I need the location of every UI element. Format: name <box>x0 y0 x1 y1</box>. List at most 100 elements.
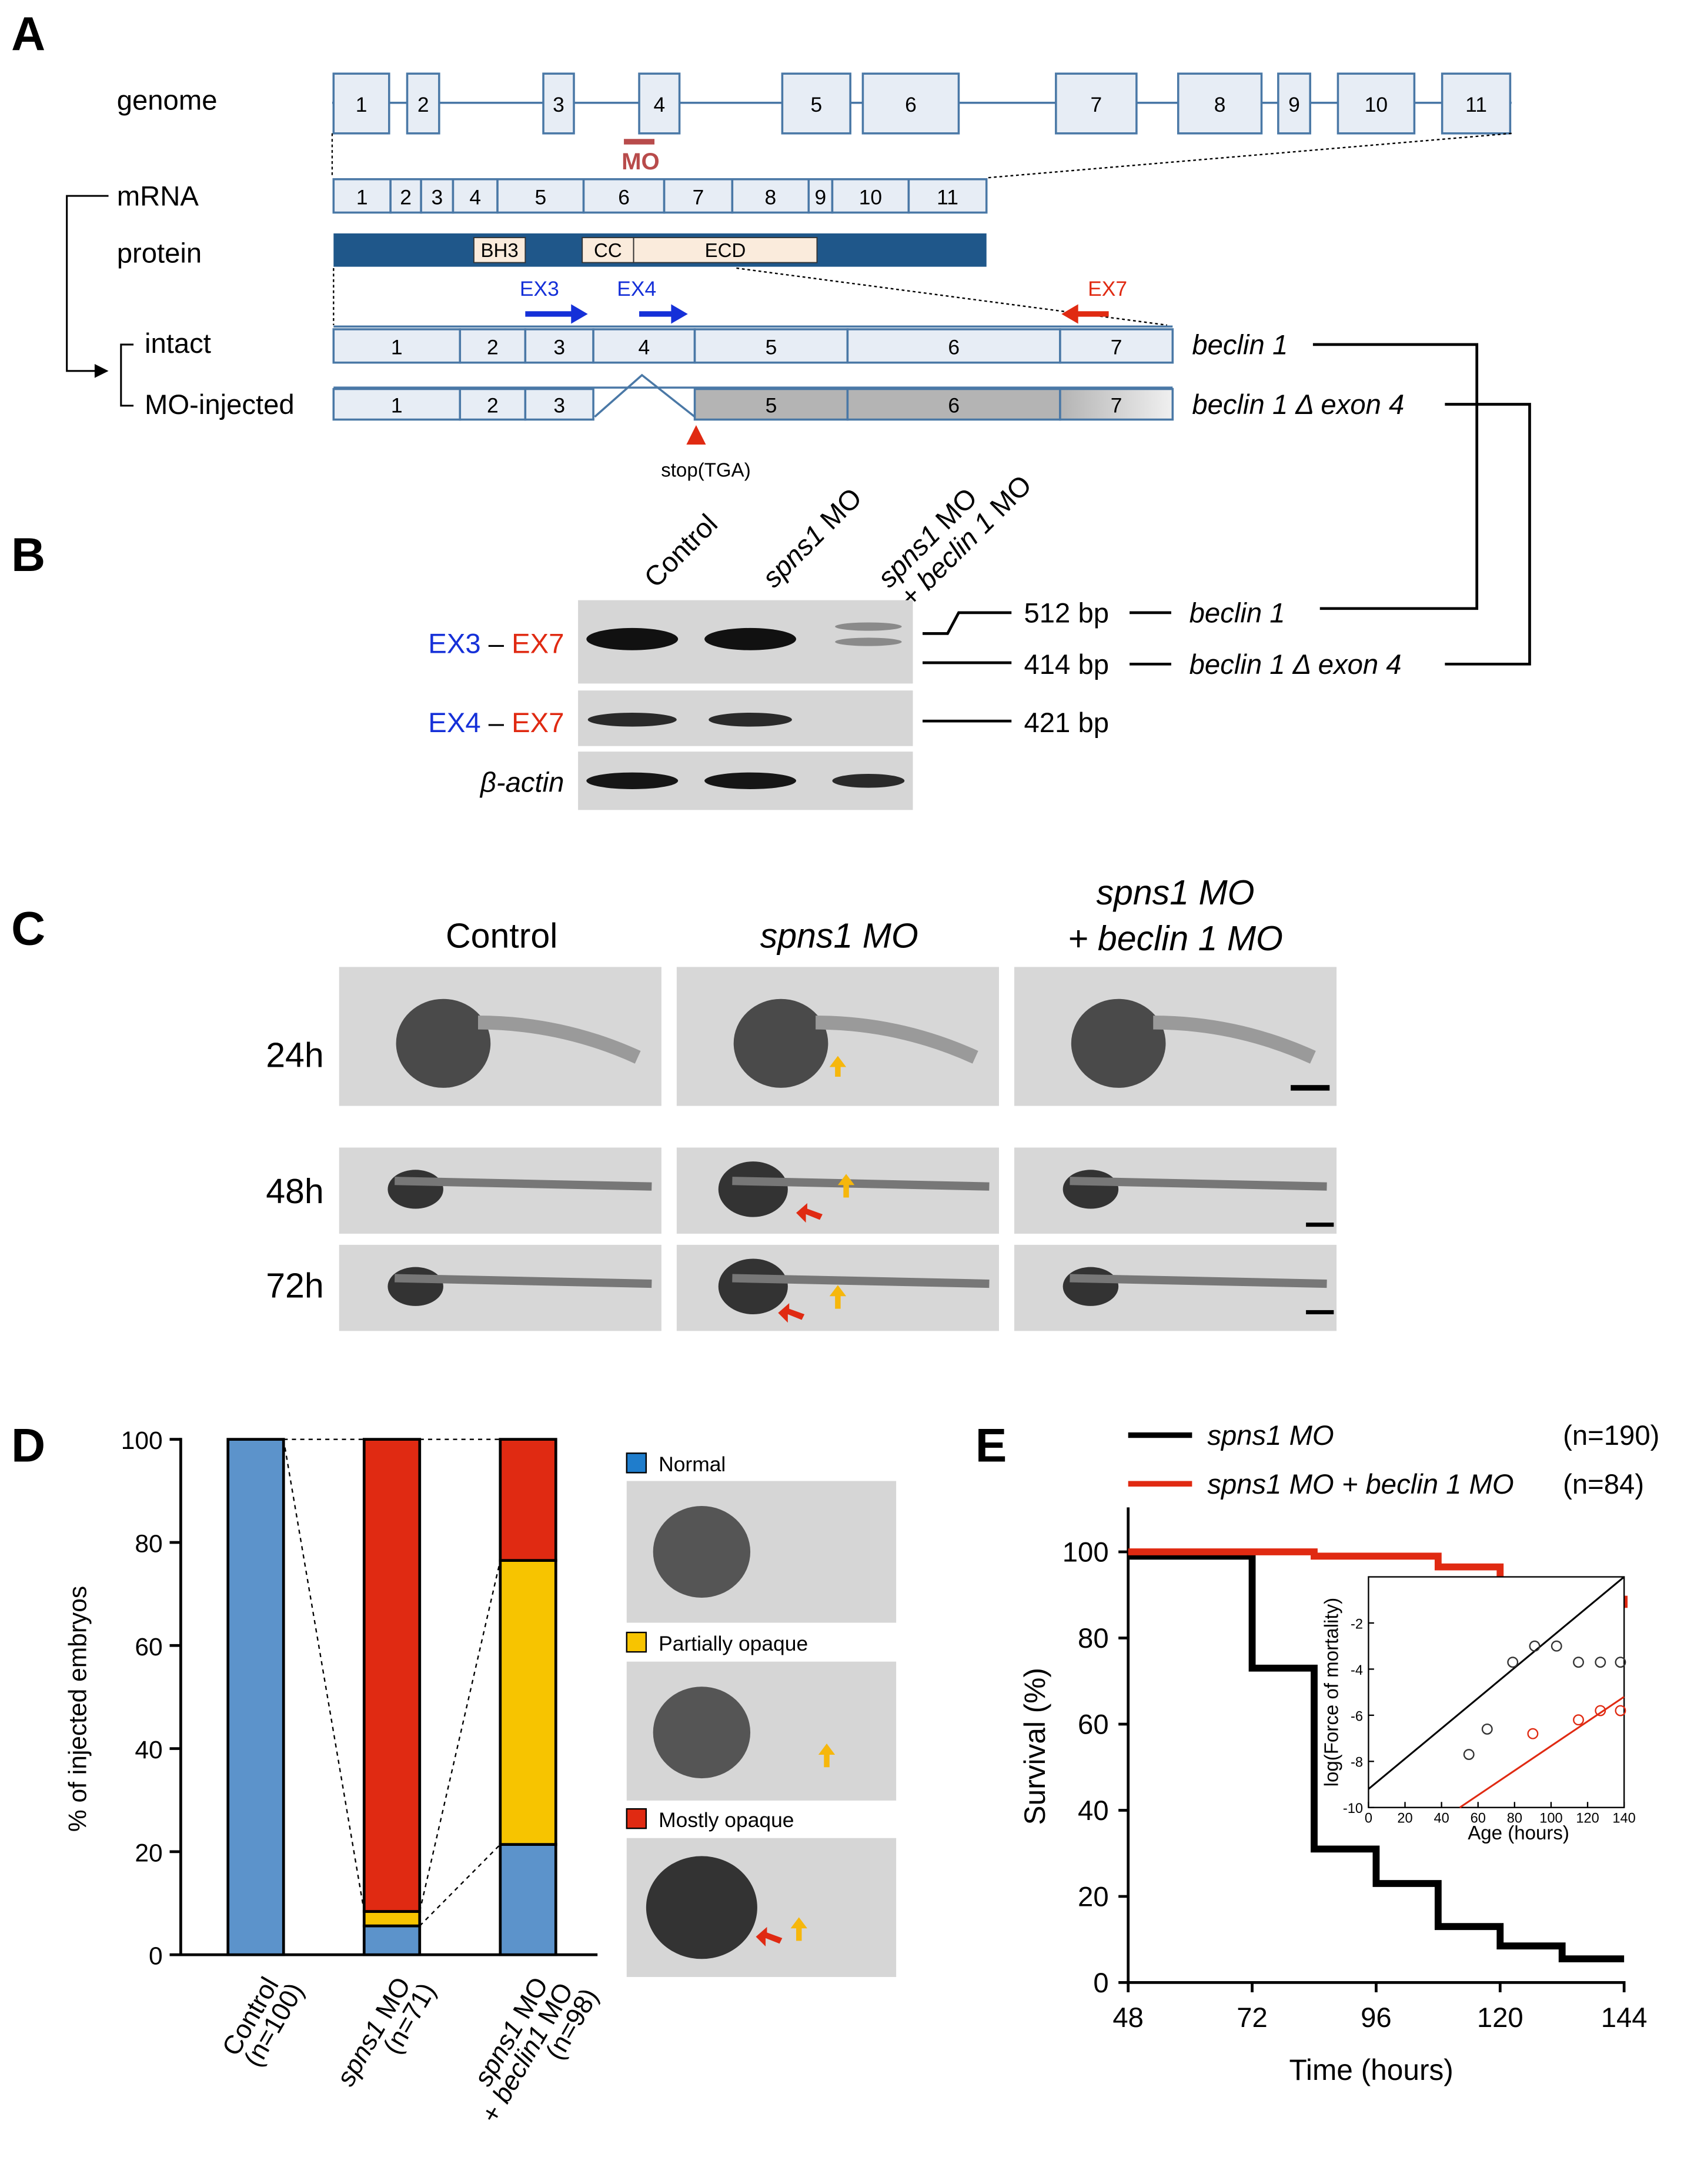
band-label-beclin1-delta: beclin 1 Δ exon 4 <box>1190 649 1402 680</box>
band-size-414: 414 bp <box>1024 649 1110 680</box>
d-bar-2-normal <box>499 1843 557 1956</box>
e-ytick-label-0: 0 <box>1093 1968 1108 1999</box>
mrna-exon-4 <box>452 178 499 214</box>
genome-exon-8 <box>1177 72 1263 135</box>
band-ex3-combo-upper <box>835 622 902 631</box>
genome-exon-9 <box>1277 72 1311 135</box>
intact-exon-6 <box>846 328 1061 364</box>
mo-injected-label: MO-injected <box>145 389 295 420</box>
primer-ex4-label: EX4 <box>617 277 656 300</box>
embryo-photo-h24-col2 <box>676 967 999 1106</box>
inset-plot <box>1368 1576 1626 1809</box>
embryo-yolk-h48-col3 <box>1062 1170 1119 1209</box>
d-connector-mid-1 <box>283 1439 365 1912</box>
intact-exon-label-7: 7 <box>1111 335 1122 359</box>
inset-xtick-label-80: 80 <box>1507 1811 1522 1826</box>
inset-point-spns1-4 <box>1551 1640 1562 1652</box>
e-xtick-label-72: 72 <box>1237 2002 1268 2033</box>
inset-xtick-label-60: 60 <box>1471 1811 1486 1826</box>
genome-exon-label-7: 7 <box>1091 93 1102 116</box>
genome-exon-5 <box>781 72 851 135</box>
exon4-skip-line <box>594 373 696 418</box>
gel-lane-label-0: Control <box>639 508 724 593</box>
inset-point-spns1-6 <box>1595 1657 1606 1668</box>
connector-delta <box>1445 403 1531 666</box>
legend-swatch-normal <box>626 1452 647 1474</box>
col-header-spns1: spns1 MO <box>760 916 918 955</box>
genome-exon-label-2: 2 <box>417 93 429 116</box>
embryo-tail-h24-col1 <box>477 1016 641 1064</box>
d-ytick-label-20: 20 <box>135 1839 162 1867</box>
mrna-exon-1 <box>332 178 392 214</box>
d-ytick-label-80: 80 <box>135 1530 162 1558</box>
primer-ex4-head <box>671 304 688 324</box>
inset-point-spns1-1 <box>1481 1723 1493 1735</box>
inset-fit-combo <box>1459 1696 1625 1809</box>
genome-exon-label-9: 9 <box>1288 93 1300 116</box>
inset-point-spns1-5 <box>1573 1657 1584 1668</box>
col-header-combo-l1: spns1 MO <box>1096 873 1254 912</box>
e-xtick-label-96: 96 <box>1361 2002 1392 2033</box>
mrna-exon-label-2: 2 <box>400 185 412 209</box>
domain-ecd <box>633 237 818 263</box>
yellow-arrow-48h <box>837 1174 855 1198</box>
legend-partial: Partially opaque <box>659 1632 808 1655</box>
e-xlabel: Time (hours) <box>1289 2053 1453 2086</box>
gel-row-ex4-ex7-label: EX4 – EX7 <box>428 707 564 739</box>
genome-exon-3 <box>542 72 575 135</box>
mrna-exons: 1 2 3 4 5 6 7 8 9 10 11 <box>332 178 988 214</box>
inset-ytick-label--2: -2 <box>1351 1617 1363 1632</box>
e-legend-combo: spns1 MO + beclin 1 MO <box>1207 1469 1513 1500</box>
band-size-421: 421 bp <box>1024 707 1110 739</box>
genome-exon-6 <box>861 72 960 135</box>
embryo-photo-h72-col3 <box>1014 1244 1337 1331</box>
inset-ticks: -10 -8 -6 -4 -2 0 20 40 60 80 100 120 140 <box>1343 1617 1636 1826</box>
mrna-exon-6 <box>582 178 666 214</box>
mrna-exon-label-11: 11 <box>937 185 958 209</box>
embryo-body-h72-col1 <box>395 1274 652 1288</box>
intact-exon-label-2: 2 <box>487 335 499 359</box>
embryo-body-h48-col1 <box>395 1177 652 1191</box>
transcript-intact-label: beclin 1 <box>1192 329 1288 360</box>
d-bar-1-normal <box>362 1924 422 1956</box>
panel-e: E spns1 MO (n=190) spns1 MO + beclin 1 M… <box>975 1419 1660 2086</box>
stop-codon-marker <box>686 425 706 445</box>
d-connector-mid-2 <box>419 1560 501 1912</box>
band-ex4-control <box>587 713 677 727</box>
d-category-labels: Control(n=100) spns1 MO(n=71) spns1 MO+ be… <box>216 1972 604 2128</box>
intact-exon-2 <box>459 328 527 364</box>
genome-exon-4 <box>638 72 681 135</box>
e-ticks: 0 20 40 60 80 100 48 72 96 120 144 <box>1062 1537 1648 2033</box>
d-ytick-label-100: 100 <box>121 1427 163 1455</box>
domain-label-ecd: ECD <box>705 240 746 262</box>
embryo-tail-h24-col2 <box>816 1016 978 1064</box>
mo-exon-label-1: 1 <box>391 394 403 418</box>
genome-exon-2 <box>406 72 440 135</box>
yellow-arrow-24h <box>829 1056 847 1077</box>
d-bar-1-partially-opaque <box>362 1910 422 1928</box>
panel-d: D % of injected embryos 0 20 40 60 80 100 Con… <box>11 1419 897 2128</box>
genome-exon-label-11: 11 <box>1465 93 1487 116</box>
e-ytick-label-60: 60 <box>1078 1709 1109 1741</box>
inset-fit-spns1 <box>1368 1576 1625 1790</box>
e-ytick-label-80: 80 <box>1078 1623 1109 1654</box>
mrna-exon-label-9: 9 <box>815 185 827 209</box>
inset-xtick-label-120: 120 <box>1576 1811 1599 1826</box>
genome-exon-11 <box>1441 72 1512 135</box>
embryo-body-h72-col3 <box>1070 1274 1327 1288</box>
band-ex3-combo-lower <box>835 637 902 646</box>
row-label-48h: 48h <box>266 1172 324 1211</box>
intact-exon-1 <box>332 328 462 364</box>
embryo-body-h48-col2 <box>732 1177 990 1191</box>
e-xtick-label-120: 120 <box>1477 2002 1523 2033</box>
embryo-body-h72-col2 <box>732 1274 990 1288</box>
inset-xtick-label-140: 140 <box>1612 1811 1635 1826</box>
mrna-exon-7 <box>663 178 734 214</box>
legend-mostly-red-arrow <box>756 1926 783 1946</box>
genome-exons: 1 2 3 4 5 6 7 8 9 10 11 <box>332 72 1512 135</box>
row-label-72h: 72h <box>266 1267 324 1305</box>
bracket-transcripts <box>120 343 134 407</box>
panel-label-d: D <box>11 1419 45 1472</box>
mrna-exon-8 <box>731 178 810 214</box>
band-ex3-spns1 <box>704 627 797 650</box>
